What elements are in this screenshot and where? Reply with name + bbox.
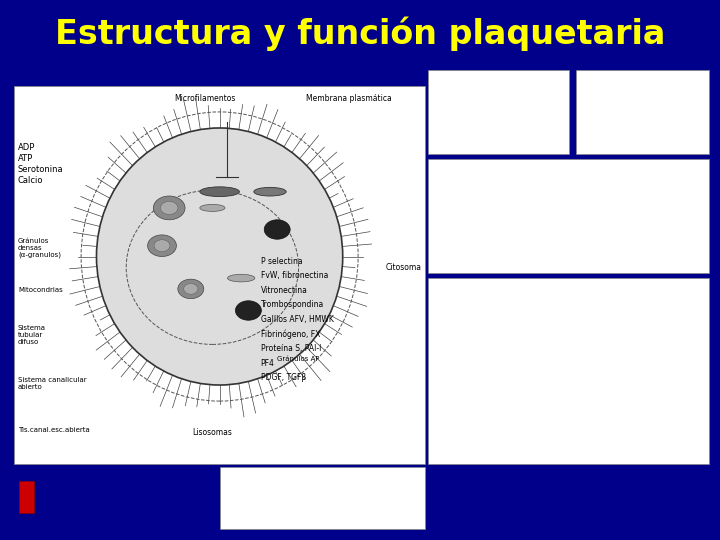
- Text: Gránulos AF: Gránulos AF: [277, 355, 320, 362]
- Circle shape: [161, 201, 178, 214]
- Bar: [428, 70, 569, 154]
- Ellipse shape: [199, 204, 225, 211]
- Bar: [428, 159, 709, 273]
- Text: PF4: PF4: [261, 359, 274, 368]
- Text: Proteína S, PAI-I: Proteína S, PAI-I: [261, 344, 321, 353]
- Text: Estructura y función plaquetaria: Estructura y función plaquetaria: [55, 16, 665, 51]
- Ellipse shape: [96, 128, 343, 385]
- Text: P selectina: P selectina: [261, 256, 302, 266]
- Text: ADP
ATP
Serotonina
Calcio: ADP ATP Serotonina Calcio: [18, 143, 63, 185]
- Text: Trombospondina: Trombospondina: [261, 300, 324, 309]
- Circle shape: [154, 240, 170, 252]
- Circle shape: [178, 279, 204, 299]
- Ellipse shape: [228, 274, 255, 282]
- Text: Sistema canalicular
abierto: Sistema canalicular abierto: [18, 377, 86, 390]
- Bar: [576, 70, 709, 154]
- Text: Lisosomas: Lisosomas: [192, 428, 233, 437]
- Circle shape: [235, 301, 261, 320]
- Text: Fibrinógeno, FX: Fibrinógeno, FX: [261, 329, 320, 339]
- Circle shape: [264, 220, 290, 239]
- Bar: [14, 86, 425, 464]
- Bar: [19, 481, 34, 513]
- Bar: [428, 278, 709, 464]
- Text: Sistema
tubular
difuso: Sistema tubular difuso: [18, 325, 46, 345]
- Ellipse shape: [254, 187, 287, 196]
- Circle shape: [148, 235, 176, 256]
- Text: Membrana plasmática: Membrana plasmática: [306, 94, 392, 104]
- Text: Tis.canal.esc.abierta: Tis.canal.esc.abierta: [18, 427, 90, 433]
- Text: Mitocondrias: Mitocondrias: [18, 287, 63, 293]
- Text: Microfilamentos: Microfilamentos: [174, 94, 236, 104]
- Bar: [220, 467, 425, 529]
- Text: GaIIIos AFV, HMWK: GaIIIos AFV, HMWK: [261, 315, 333, 324]
- Text: Vitronectina: Vitronectina: [261, 286, 307, 295]
- Text: FvW, fibronectina: FvW, fibronectina: [261, 271, 328, 280]
- Circle shape: [184, 284, 198, 294]
- Circle shape: [153, 196, 185, 220]
- Text: Citosoma: Citosoma: [385, 264, 421, 272]
- Ellipse shape: [199, 187, 239, 197]
- Text: PDGF, TGFβ: PDGF, TGFβ: [261, 373, 306, 382]
- Text: Gránulos
densas
(α-granulos): Gránulos densas (α-granulos): [18, 238, 61, 258]
